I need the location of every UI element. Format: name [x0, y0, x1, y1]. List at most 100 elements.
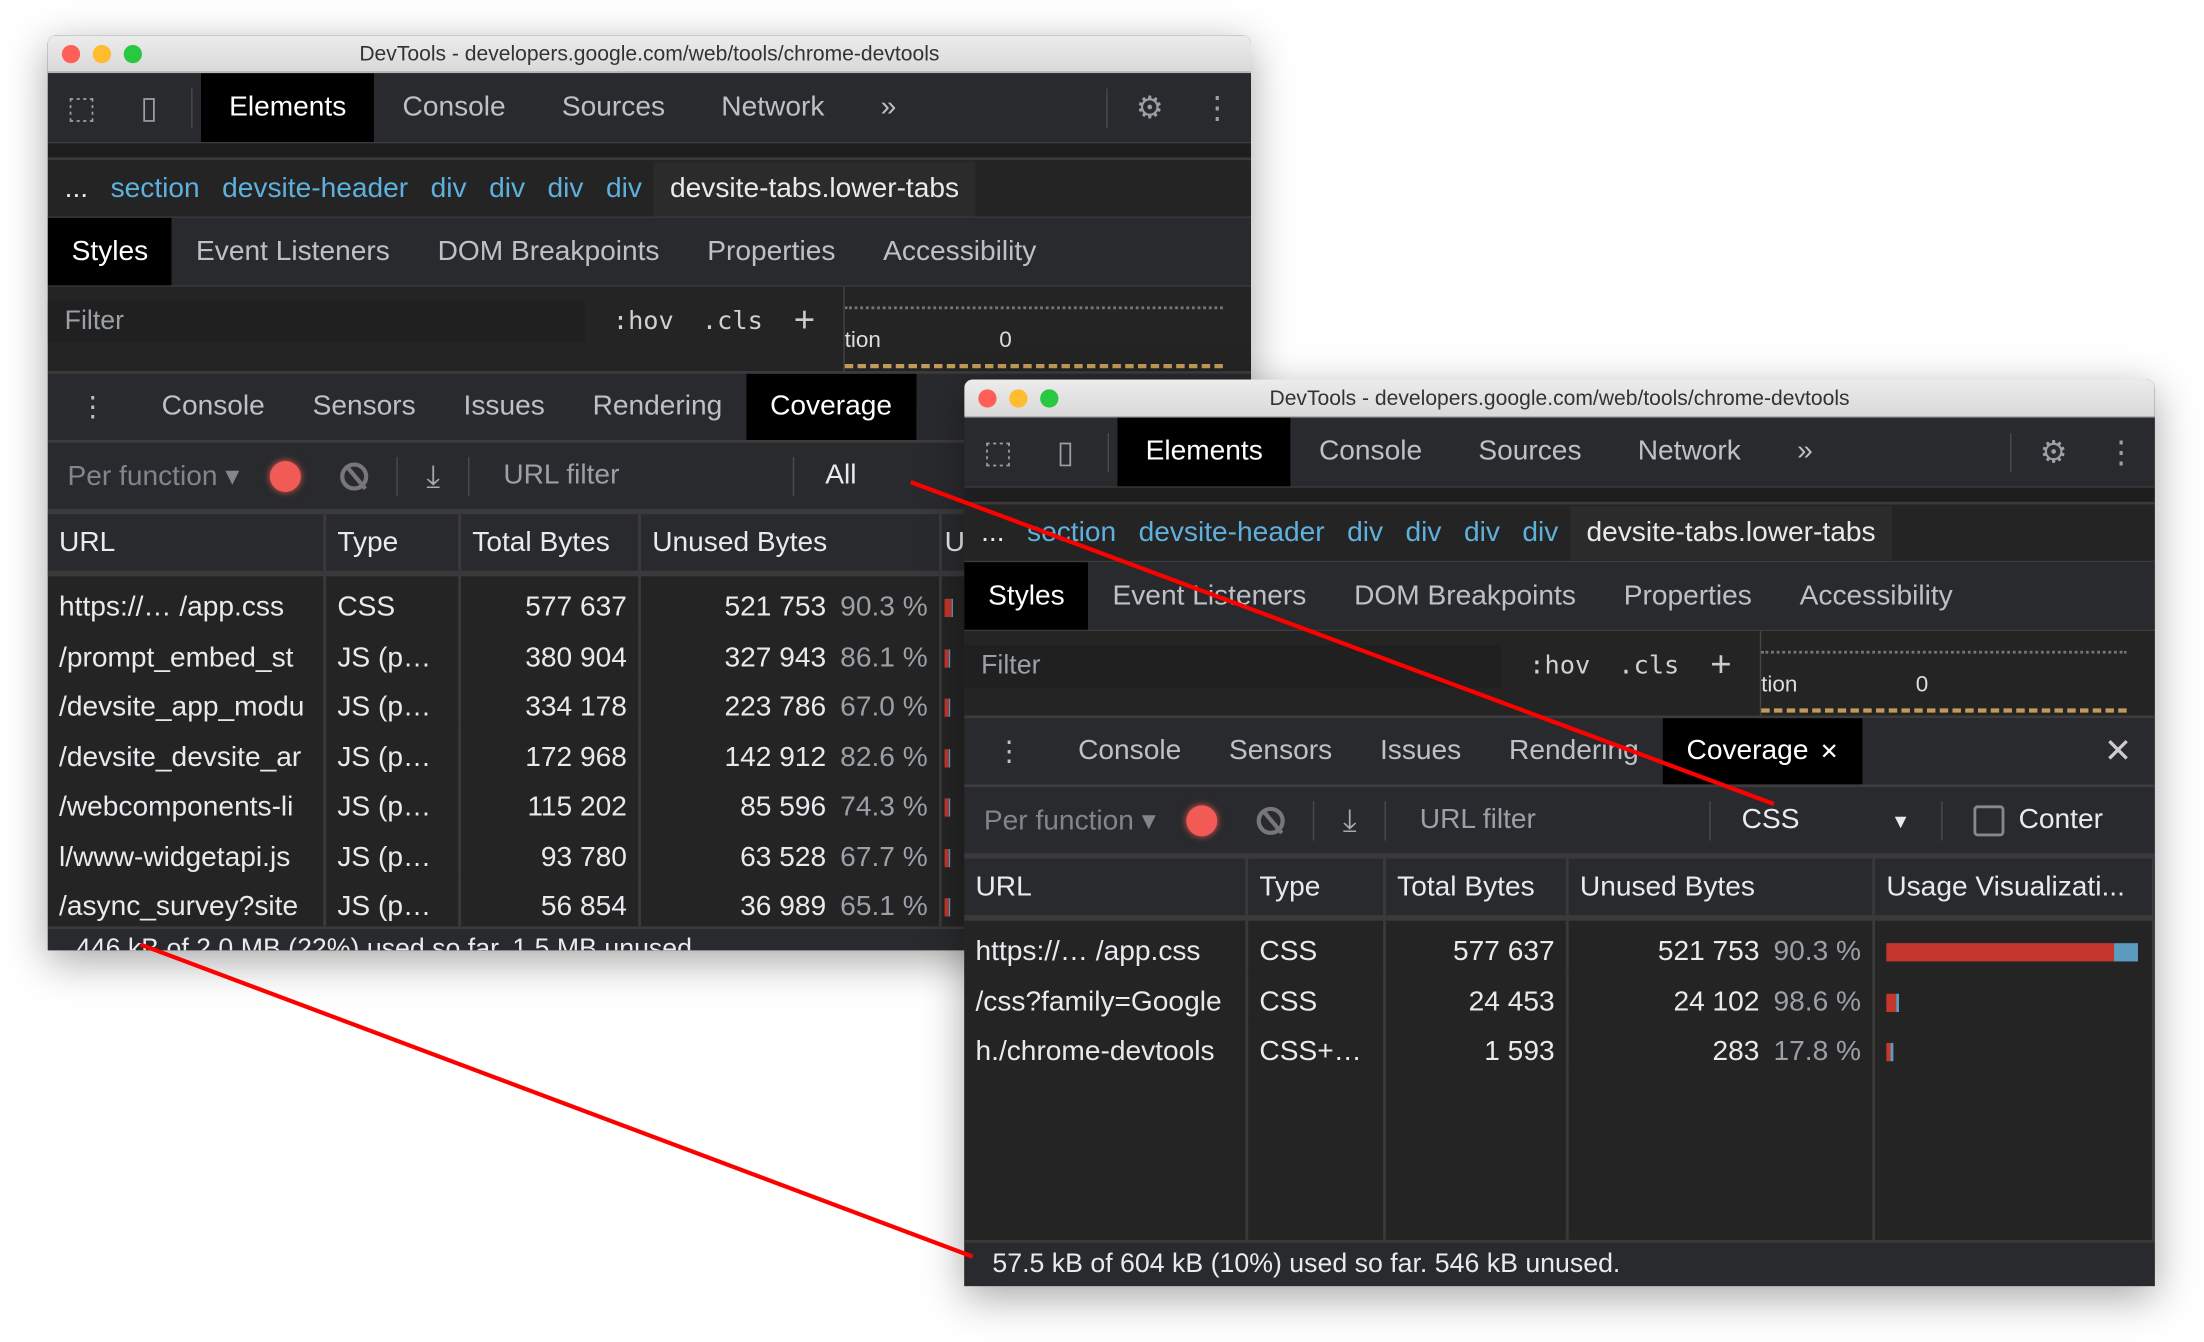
zoom-window-button[interactable] — [123, 44, 142, 64]
content-scripts-checkbox[interactable] — [1973, 804, 2005, 836]
table-row[interactable]: /async_survey?site JS (p… 56 854 36 989 6… — [48, 875, 1251, 926]
drawer-tab-sensors[interactable]: Sensors — [289, 374, 440, 440]
breadcrumb-item[interactable]: section — [1027, 516, 1117, 548]
breadcrumb-item[interactable]: div — [430, 172, 467, 204]
breadcrumb-item[interactable]: section — [110, 172, 200, 204]
tab-accessibility[interactable]: Accessibility — [1799, 579, 1953, 611]
close-tab-icon[interactable]: ✕ — [1819, 740, 1839, 764]
export-download-icon[interactable]: ⤓ — [426, 457, 441, 493]
tab-accessibility[interactable]: Accessibility — [883, 235, 1037, 267]
minimize-window-button[interactable] — [1009, 389, 1028, 408]
breadcrumb-item[interactable]: div — [489, 172, 526, 204]
drawer-tab-rendering[interactable]: Rendering — [1485, 718, 1663, 784]
new-style-rule-icon[interactable]: + — [793, 297, 816, 341]
styles-filter-input[interactable]: Filter — [964, 645, 1502, 688]
new-style-rule-icon[interactable]: + — [1710, 642, 1732, 685]
tab-properties[interactable]: Properties — [707, 235, 836, 267]
breadcrumb-item[interactable]: div — [1522, 516, 1559, 548]
table-row[interactable]: https://… /app.css CSS 577 637 521 753 90… — [964, 920, 2155, 971]
close-drawer-icon[interactable]: ✕ — [2104, 732, 2133, 771]
tab-elements[interactable]: Elements — [1117, 417, 1291, 487]
table-row[interactable]: h./chrome-devtools CSS+… 1 593 283 17.8 % — [964, 1020, 2155, 1071]
tab-elements[interactable]: Elements — [201, 73, 375, 142]
gear-icon[interactable]: ⚙ — [2039, 433, 2068, 469]
cls-toggle[interactable]: .cls — [1618, 650, 1680, 681]
per-function-select[interactable]: Per function ▾ — [983, 805, 1156, 837]
type-filter-select[interactable]: CSS ▼ — [1719, 804, 1933, 836]
breadcrumb-item[interactable]: devsite-tabs.lower-tabs — [1569, 505, 1893, 561]
device-toolbar-icon[interactable]: ▯ — [140, 89, 158, 125]
column-header-type[interactable]: Type — [326, 514, 462, 571]
close-window-button[interactable] — [978, 389, 997, 408]
breadcrumb-item[interactable]: div — [1347, 516, 1384, 548]
url-filter-input[interactable]: URL filter — [1419, 804, 1536, 835]
record-button[interactable] — [270, 460, 302, 492]
clear-icon[interactable] — [1257, 806, 1286, 835]
more-tabs-icon[interactable]: » — [880, 91, 897, 123]
inspect-element-icon[interactable]: ⬚ — [66, 89, 97, 125]
more-tabs-icon[interactable]: » — [1797, 435, 1813, 467]
drawer-tab-console[interactable]: Console — [1054, 718, 1205, 784]
tab-sources[interactable]: Sources — [1478, 435, 1582, 467]
column-header-url[interactable]: URL — [48, 514, 327, 571]
hov-toggle[interactable]: :hov — [1529, 650, 1591, 681]
drawer-tab-issues[interactable]: Issues — [440, 374, 569, 440]
column-header-usage-visualizati[interactable]: Usage Visualizati... — [1875, 858, 2155, 916]
breadcrumb-item[interactable]: ... — [64, 172, 89, 204]
styles-filter-input[interactable]: Filter — [47, 300, 585, 343]
breadcrumb-item[interactable]: div — [1463, 516, 1500, 548]
tab-console[interactable]: Console — [402, 91, 506, 123]
breadcrumb-item[interactable]: div — [605, 172, 642, 204]
type-filter-select[interactable]: All — [803, 460, 904, 492]
minimize-window-button[interactable] — [92, 44, 112, 64]
dom-tree-scrollbar[interactable] — [964, 487, 2155, 505]
breadcrumb-item[interactable]: devsite-header — [1138, 516, 1325, 548]
per-function-select[interactable]: Per function ▾ — [67, 461, 240, 492]
tab-styles[interactable]: Styles — [47, 217, 173, 286]
url-filter-input[interactable]: URL filter — [503, 459, 620, 491]
drawer-menu-icon[interactable]: ⋮ — [995, 736, 1024, 768]
export-download-icon[interactable]: ⤓ — [1342, 801, 1357, 838]
inspect-element-icon[interactable]: ⬚ — [983, 433, 1013, 469]
tab-sources[interactable]: Sources — [561, 91, 666, 123]
drawer-tab-coverage[interactable]: Coverage — [746, 373, 916, 440]
tab-dom-breakpoints[interactable]: DOM Breakpoints — [1354, 579, 1576, 611]
drawer-tab-console[interactable]: Console — [138, 374, 289, 440]
more-options-icon[interactable]: ⋮ — [1201, 89, 1233, 125]
table-row[interactable]: /devsite_app_modu JS (p… 334 178 223 786… — [48, 676, 1251, 726]
breadcrumb-item[interactable]: ... — [981, 516, 1005, 548]
breadcrumb-item[interactable]: div — [547, 172, 584, 204]
breadcrumb-item[interactable]: devsite-tabs.lower-tabs — [653, 160, 976, 216]
drawer-tab-rendering[interactable]: Rendering — [569, 374, 747, 440]
cls-toggle[interactable]: .cls — [701, 306, 763, 336]
table-row[interactable]: l/www-widgetapi.js JS (p… 93 780 63 528 6… — [48, 825, 1251, 876]
table-row[interactable]: /css?family=Google CSS 24 453 24 102 98.6… — [964, 970, 2155, 1021]
drawer-tab-coverage[interactable]: Coverage ✕ — [1662, 718, 1863, 785]
tab-network[interactable]: Network — [721, 91, 825, 123]
dom-tree-scrollbar[interactable] — [47, 143, 1251, 161]
gear-icon[interactable]: ⚙ — [1135, 89, 1164, 125]
column-header-unused-bytes[interactable]: Unused Bytes — [641, 514, 942, 571]
device-toolbar-icon[interactable]: ▯ — [1056, 433, 1074, 469]
drawer-tab-sensors[interactable]: Sensors — [1205, 718, 1356, 784]
hov-toggle[interactable]: :hov — [612, 306, 674, 336]
column-header-total-bytes[interactable]: Total Bytes — [461, 514, 641, 571]
column-header-url[interactable]: URL — [964, 858, 1249, 916]
breadcrumb-item[interactable]: div — [1405, 516, 1442, 548]
tab-properties[interactable]: Properties — [1623, 579, 1752, 611]
tab-event-listeners[interactable]: Event Listeners — [196, 235, 390, 267]
breadcrumb-item[interactable]: devsite-header — [222, 172, 409, 204]
column-header-unused-bytes[interactable]: Unused Bytes — [1569, 858, 1876, 916]
tab-console[interactable]: Console — [1318, 435, 1423, 467]
zoom-window-button[interactable] — [1040, 389, 1059, 408]
drawer-menu-icon[interactable]: ⋮ — [78, 392, 107, 424]
tab-event-listeners[interactable]: Event Listeners — [1112, 579, 1307, 611]
drawer-tab-issues[interactable]: Issues — [1356, 718, 1485, 784]
tab-network[interactable]: Network — [1637, 435, 1741, 467]
close-window-button[interactable] — [61, 44, 81, 64]
column-header-type[interactable]: Type — [1248, 858, 1386, 916]
tab-styles[interactable]: Styles — [964, 562, 1089, 630]
tab-dom-breakpoints[interactable]: DOM Breakpoints — [437, 235, 660, 267]
table-row[interactable]: https://… /app.css CSS 577 637 521 753 90… — [48, 576, 1251, 627]
record-button[interactable] — [1186, 804, 1218, 836]
